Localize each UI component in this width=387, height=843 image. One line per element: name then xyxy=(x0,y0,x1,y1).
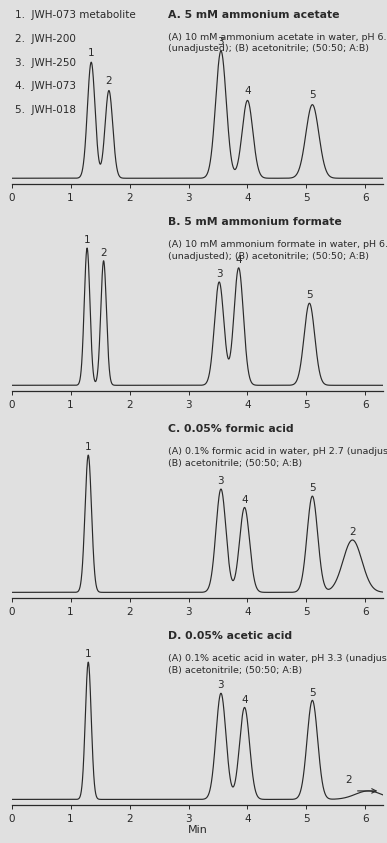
Text: (A) 10 mM ammonium formate in water, pH 6.8
(unadjusted); (B) acetonitrile; (50:: (A) 10 mM ammonium formate in water, pH … xyxy=(168,240,387,260)
Text: 5.  JWH-018: 5. JWH-018 xyxy=(15,105,76,115)
Text: 3: 3 xyxy=(217,476,224,486)
Text: (A) 0.1% formic acid in water, pH 2.7 (unadjusted);
(B) acetonitrile; (50:50; A:: (A) 0.1% formic acid in water, pH 2.7 (u… xyxy=(168,447,387,468)
Text: 5: 5 xyxy=(309,90,316,100)
Text: B. 5 mM ammonium formate: B. 5 mM ammonium formate xyxy=(168,217,341,228)
Text: 5: 5 xyxy=(309,688,316,697)
Text: 5: 5 xyxy=(306,290,313,300)
Text: C. 0.05% formic acid: C. 0.05% formic acid xyxy=(168,424,293,434)
Text: 4: 4 xyxy=(235,255,242,265)
Text: 4: 4 xyxy=(244,86,251,96)
Text: 4: 4 xyxy=(241,495,248,505)
Text: 3: 3 xyxy=(216,269,223,279)
Text: 2: 2 xyxy=(100,248,107,258)
Text: 1.  JWH-073 metabolite: 1. JWH-073 metabolite xyxy=(15,10,136,20)
Text: 1: 1 xyxy=(85,443,92,452)
Text: 1: 1 xyxy=(88,48,94,58)
Text: 2.  JWH-200: 2. JWH-200 xyxy=(15,34,76,44)
Text: 2: 2 xyxy=(346,776,352,785)
Text: D. 0.05% acetic acid: D. 0.05% acetic acid xyxy=(168,631,292,642)
Text: 1: 1 xyxy=(85,649,92,659)
Text: 3: 3 xyxy=(217,36,224,46)
Text: 2: 2 xyxy=(106,76,112,86)
Text: 1: 1 xyxy=(84,235,91,245)
Text: 3.  JWH-250: 3. JWH-250 xyxy=(15,57,76,67)
Text: A. 5 mM ammonium acetate: A. 5 mM ammonium acetate xyxy=(168,10,339,20)
Text: 3: 3 xyxy=(217,680,224,690)
Text: 5: 5 xyxy=(309,483,316,493)
Text: 4.  JWH-073: 4. JWH-073 xyxy=(15,81,76,91)
Text: 2: 2 xyxy=(349,527,356,537)
Text: (A) 0.1% acetic acid in water, pH 3.3 (unadjusted);
(B) acetonitrile; (50:50; A:: (A) 0.1% acetic acid in water, pH 3.3 (u… xyxy=(168,654,387,674)
Text: 4: 4 xyxy=(241,695,248,705)
X-axis label: Min: Min xyxy=(187,825,207,835)
Text: (A) 10 mM ammonium acetate in water, pH 6.8
(unadjusted); (B) acetonitrile; (50:: (A) 10 mM ammonium acetate in water, pH … xyxy=(168,33,387,53)
